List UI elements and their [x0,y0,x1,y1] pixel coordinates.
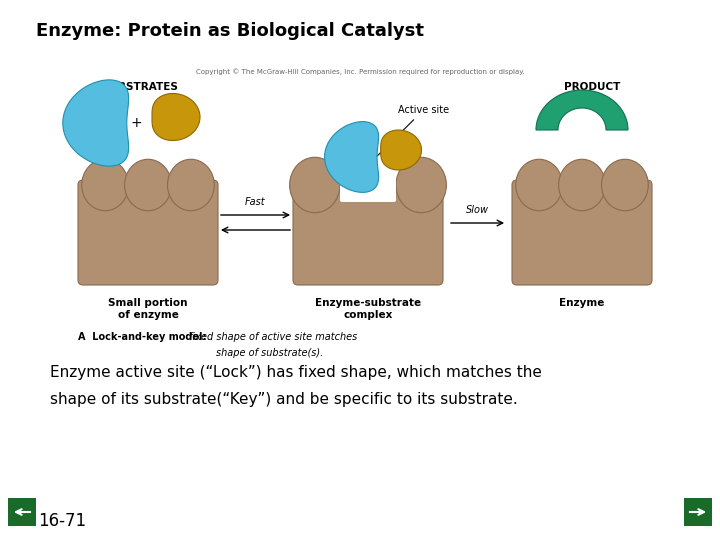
Ellipse shape [289,157,340,213]
Text: Copyright © The McGraw-Hill Companies, Inc. Permission required for reproduction: Copyright © The McGraw-Hill Companies, I… [196,68,524,75]
Text: Small portion
of enzyme: Small portion of enzyme [108,298,188,320]
FancyBboxPatch shape [340,168,396,202]
Text: shape of its substrate(“Key”) and be specific to its substrate.: shape of its substrate(“Key”) and be spe… [50,392,518,407]
Text: Enzyme-substrate
complex: Enzyme-substrate complex [315,298,421,320]
Text: SUBSTRATES: SUBSTRATES [102,82,178,92]
Ellipse shape [81,159,128,211]
Text: fixed shape of active site matches: fixed shape of active site matches [186,332,357,342]
FancyBboxPatch shape [512,180,652,285]
Ellipse shape [168,159,215,211]
Text: PRODUCT: PRODUCT [564,82,620,92]
Text: +: + [130,116,142,130]
Polygon shape [536,90,628,130]
FancyBboxPatch shape [684,498,712,526]
FancyBboxPatch shape [8,498,36,526]
Ellipse shape [559,159,606,211]
Text: A  Lock-and-key model:: A Lock-and-key model: [78,332,207,342]
Text: Slow: Slow [466,205,489,215]
Text: Fast: Fast [246,197,266,207]
Text: Enzyme: Protein as Biological Catalyst: Enzyme: Protein as Biological Catalyst [36,22,424,40]
FancyBboxPatch shape [78,180,218,285]
Ellipse shape [125,159,171,211]
Text: 16-71: 16-71 [38,512,86,530]
Ellipse shape [516,159,562,211]
Polygon shape [381,130,421,170]
Text: Enzyme: Enzyme [559,298,605,308]
Polygon shape [63,80,129,166]
Ellipse shape [396,157,446,213]
Ellipse shape [601,159,648,211]
Polygon shape [152,93,200,140]
Polygon shape [325,122,379,192]
FancyBboxPatch shape [293,180,443,285]
Text: Enzyme active site (“Lock”) has fixed shape, which matches the: Enzyme active site (“Lock”) has fixed sh… [50,365,542,380]
Text: shape of substrate(s).: shape of substrate(s). [217,348,323,358]
Text: Active site: Active site [356,105,449,177]
